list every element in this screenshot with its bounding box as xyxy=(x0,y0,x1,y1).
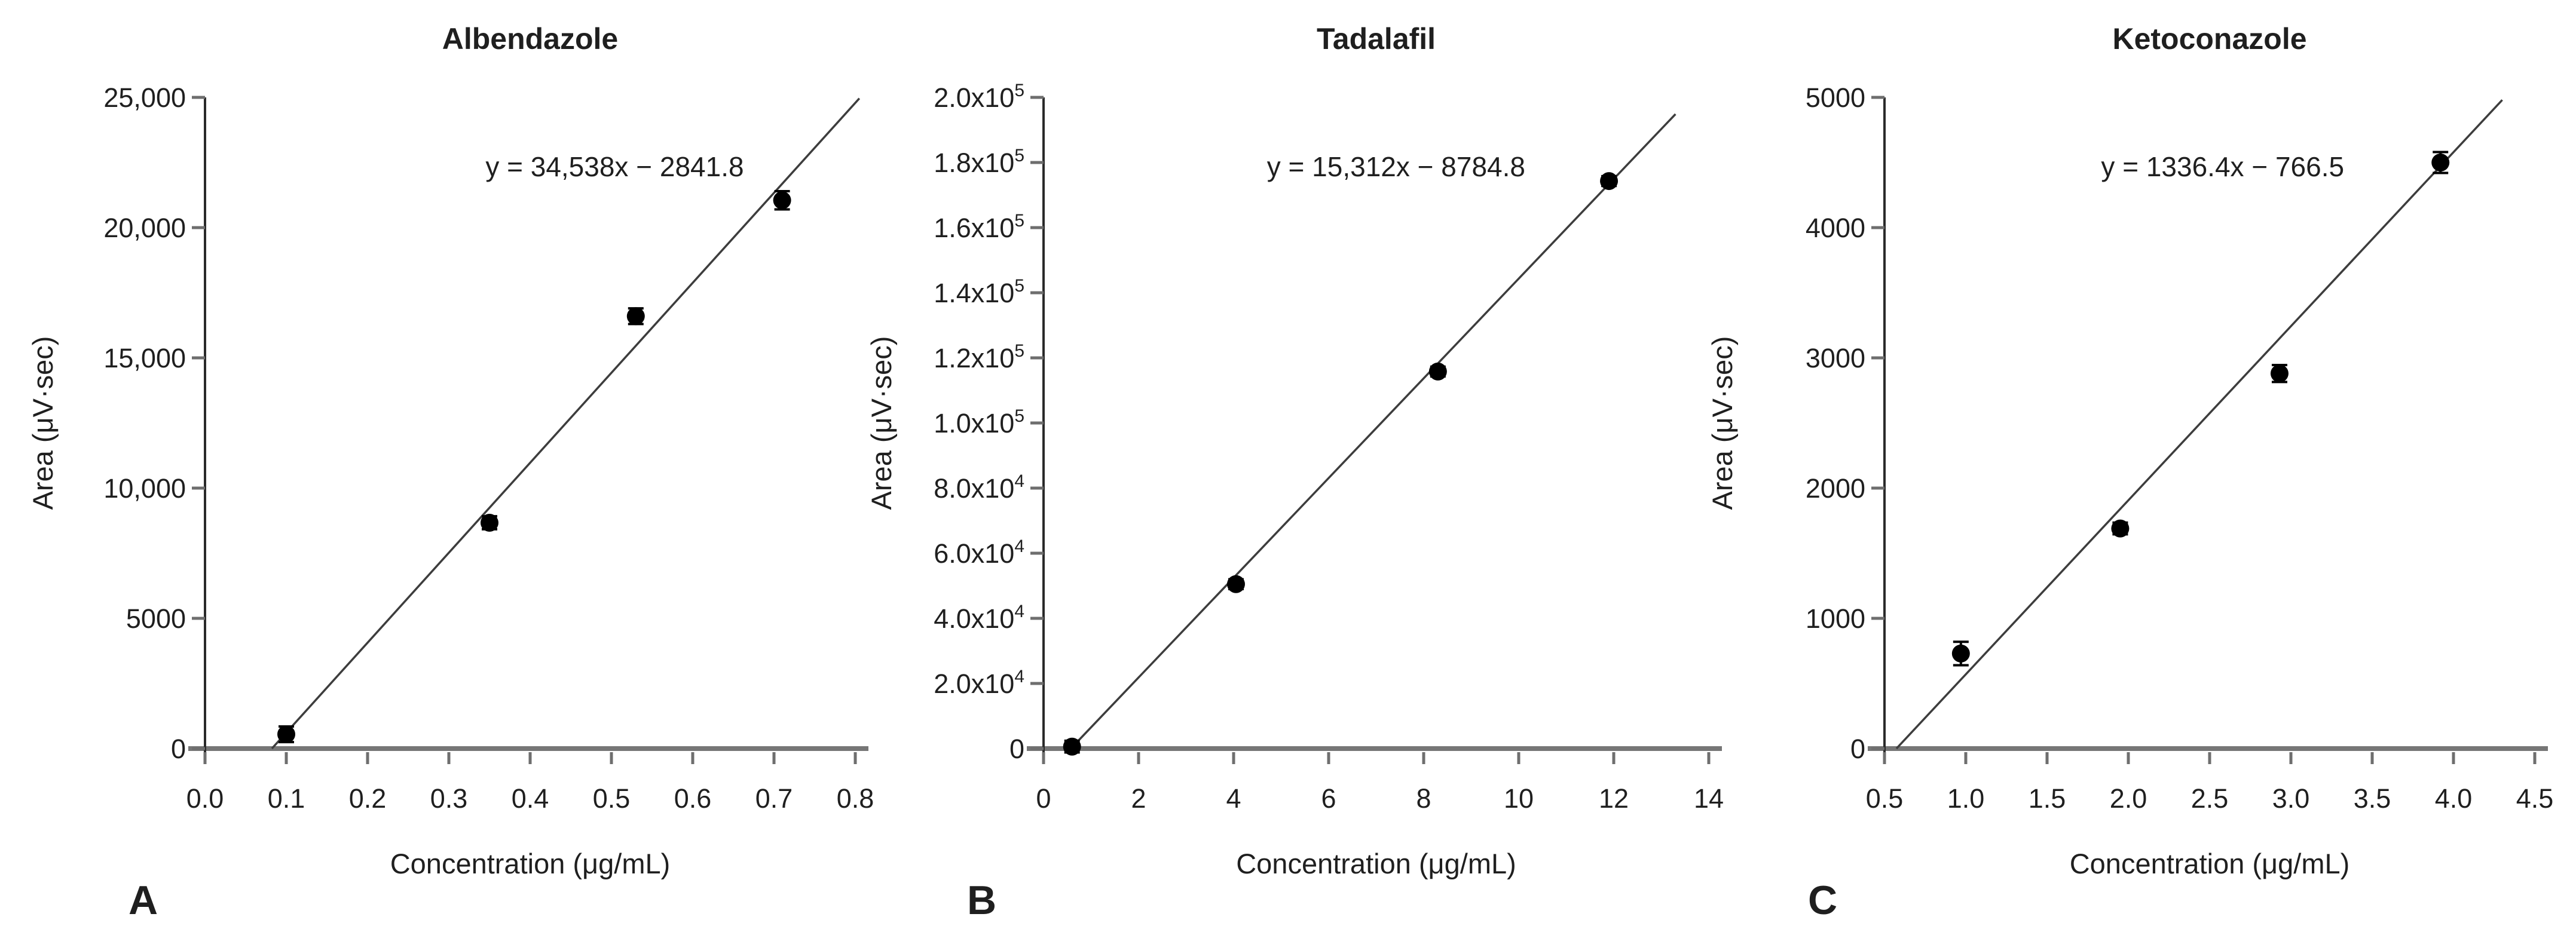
data-point xyxy=(1063,737,1081,756)
y-tick-label: 1000 xyxy=(1806,603,1865,634)
y-tick-label: 10,000 xyxy=(103,473,186,504)
trend-line xyxy=(1070,113,1676,750)
x-tick-label: 0.8 xyxy=(837,783,874,814)
y-tick-label: 2.0x105 xyxy=(934,81,1024,113)
data-point xyxy=(1951,644,1970,663)
x-tick-label: 4.5 xyxy=(2516,783,2554,814)
data-point xyxy=(2111,519,2130,538)
x-tick-label: 0.5 xyxy=(1866,783,1904,814)
x-tick-label: 0.3 xyxy=(430,783,468,814)
y-tick-label: 1.4x105 xyxy=(934,276,1024,308)
y-tick-label: 3000 xyxy=(1806,343,1865,373)
trend-line xyxy=(1895,99,2503,750)
x-tick-label: 2 xyxy=(1131,783,1146,814)
fit-equation: y = 34,538x − 2841.8 xyxy=(485,151,744,182)
x-tick-label: 2.5 xyxy=(2191,783,2229,814)
y-tick-label: 2.0x104 xyxy=(934,667,1024,699)
y-tick-label: 1.0x105 xyxy=(934,406,1024,439)
x-tick-label: 0.6 xyxy=(674,783,712,814)
y-tick-label: 20,000 xyxy=(103,213,186,243)
panel-title: Ketoconazole xyxy=(2112,22,2306,56)
data-point xyxy=(481,513,498,532)
x-tick-label: 3.5 xyxy=(2354,783,2391,814)
y-tick-label: 5000 xyxy=(1806,82,1865,113)
x-tick-label: 3.0 xyxy=(2272,783,2310,814)
x-tick-label: 2.0 xyxy=(2110,783,2147,814)
y-axis-title: Area (μV·sec) xyxy=(1706,336,1738,510)
panel-albendazole: 0.0 0.1 0.2 0.3 0.4 0.5 0.6 0.7 0.8 0 5000 10,000 15… xyxy=(27,22,874,923)
x-axis-title: Concentration (μg/mL) xyxy=(2070,848,2350,879)
x-tick-label: 0.7 xyxy=(755,783,793,814)
panel-ketoconazole: 0.5 1.0 1.5 2.0 2.5 3.0 3.5 4.0 4.5 0 1000 2000 3000… xyxy=(1706,22,2553,923)
data-point xyxy=(1428,362,1447,381)
y-tick-label: 1.8x105 xyxy=(934,146,1024,178)
fit-equation: y = 15,312x − 8784.8 xyxy=(1267,151,1525,182)
y-tick-label: 15,000 xyxy=(103,343,186,373)
panel-letter-c: C xyxy=(1808,878,1837,923)
data-point xyxy=(1226,575,1245,593)
y-tick-label: 0 xyxy=(1850,734,1865,764)
data-point xyxy=(626,307,645,326)
y-axis-title: Area (μV·sec) xyxy=(27,336,59,510)
y-axis-title: Area (μV·sec) xyxy=(865,336,897,510)
x-tick-label: 1.5 xyxy=(2029,783,2066,814)
x-tick-label: 0.5 xyxy=(593,783,631,814)
x-tick-label: 12 xyxy=(1599,783,1629,814)
superscript: 5 xyxy=(1014,276,1024,296)
y-tick-label: 8.0x104 xyxy=(934,471,1024,504)
x-tick-label: 4.0 xyxy=(2435,783,2473,814)
superscript: 5 xyxy=(1014,146,1024,165)
y-tick-label: 4.0x104 xyxy=(934,602,1024,634)
superscript: 4 xyxy=(1014,667,1024,686)
data-point xyxy=(1600,172,1619,191)
x-axis-title: Concentration (μg/mL) xyxy=(390,848,671,879)
y-tick-label: 5000 xyxy=(126,603,186,634)
y-tick-label: 1.2x105 xyxy=(934,341,1024,373)
data-point xyxy=(2431,154,2450,171)
panel-title: Albendazole xyxy=(442,22,618,56)
x-tick-label: 0.0 xyxy=(186,783,224,814)
y-tick-label: 4000 xyxy=(1806,213,1865,243)
superscript: 5 xyxy=(1014,406,1024,426)
y-tick-label: 6.0x104 xyxy=(934,536,1024,569)
y-tick-label: 1.6x105 xyxy=(934,211,1024,243)
trend-line xyxy=(271,97,861,750)
superscript: 5 xyxy=(1014,211,1024,231)
x-tick-label: 4 xyxy=(1226,783,1241,814)
x-tick-label: 0.2 xyxy=(349,783,387,814)
x-tick-label: 0.1 xyxy=(268,783,305,814)
panel-title: Tadalafil xyxy=(1317,22,1436,56)
y-tick-label: 0 xyxy=(171,734,186,764)
x-tick-label: 8 xyxy=(1416,783,1431,814)
x-tick-label: 0.4 xyxy=(512,783,549,814)
superscript: 4 xyxy=(1014,536,1024,556)
superscript: 4 xyxy=(1014,602,1024,621)
fit-equation: y = 1336.4x − 766.5 xyxy=(2101,151,2344,182)
y-tick-label: 25,000 xyxy=(103,82,186,113)
data-point xyxy=(773,191,791,210)
x-tick-label: 10 xyxy=(1504,783,1534,814)
y-tick-label: 2000 xyxy=(1806,473,1865,504)
data-point xyxy=(2270,364,2289,383)
panel-letter-a: A xyxy=(129,878,158,923)
x-axis-title: Concentration (μg/mL) xyxy=(1236,848,1516,879)
panel-letter-b: B xyxy=(967,878,996,923)
x-tick-label: 1.0 xyxy=(1947,783,1985,814)
x-tick-label: 0 xyxy=(1036,783,1051,814)
superscript: 5 xyxy=(1014,341,1024,361)
superscript: 4 xyxy=(1014,471,1024,491)
superscript: 5 xyxy=(1014,81,1024,100)
x-tick-label: 6 xyxy=(1321,783,1336,814)
data-point xyxy=(277,725,295,744)
y-tick-label: 0 xyxy=(1009,734,1024,764)
x-tick-label: 14 xyxy=(1694,783,1724,814)
panel-tadalafil: 0 2 4 6 8 10 12 14 0 2.0x104 4.0x104 6.0x104 8.0x104… xyxy=(865,22,1724,923)
